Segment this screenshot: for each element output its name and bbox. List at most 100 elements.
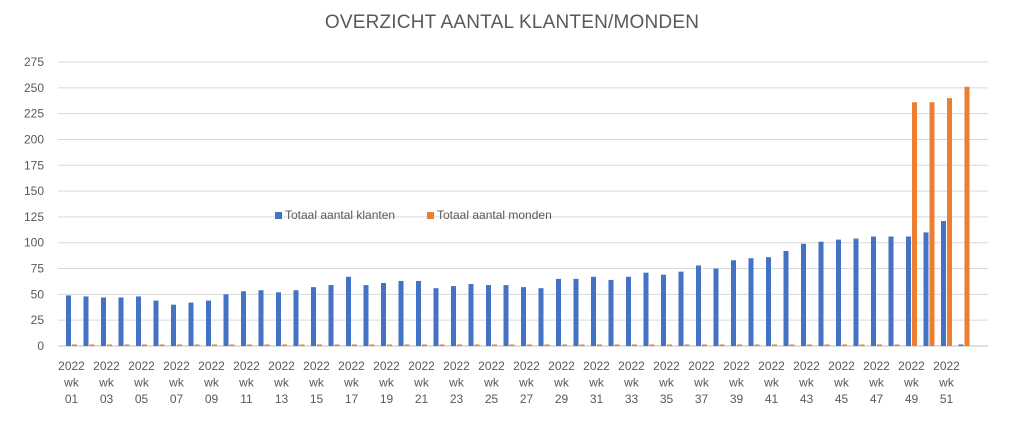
bar-klanten [958,344,964,346]
bar-klanten [241,291,246,346]
bar-klanten [293,290,299,346]
bar-klanten [731,260,736,346]
x-tick-label: 2022 wk 11 [233,359,260,406]
y-tick-label: 125 [24,210,44,224]
bar-klanten [118,297,124,346]
x-tick-label: 2022 wk 39 [723,359,750,406]
bar-klanten [643,272,649,346]
bar-monden [842,344,847,346]
bar-monden [964,86,970,346]
bar-monden [684,344,690,346]
x-axis-ticks: 2022 wk 01 2022 wk 03 2022 wk 05 2022 wk 07 2022 wk 09… [58,359,960,406]
bars [66,86,970,347]
bar-monden [299,344,305,346]
bar-klanten [521,287,526,346]
bar-monden [317,344,322,346]
x-tick-label: 2022 wk 13 [268,359,295,406]
bar-klanten [328,285,334,346]
bar-klanten [486,285,491,346]
bar-monden [264,344,270,346]
bar-monden [282,344,287,346]
bar-monden [194,344,200,346]
bar-monden [527,344,532,346]
bar-monden [89,344,95,346]
bar-klanten [188,302,194,346]
bar-monden [947,98,952,347]
bar-monden [107,344,112,346]
bar-monden [649,344,655,346]
bar-monden [457,344,462,346]
bar-klanten [608,279,614,346]
bar-klanten [923,232,929,346]
x-tick-label: 2022 wk 29 [548,359,575,406]
bar-monden [422,344,427,346]
x-tick-label: 2022 wk 31 [583,359,610,406]
x-tick-label: 2022 wk 35 [653,359,680,406]
x-tick-label: 2022 wk 09 [198,359,225,406]
bar-monden [247,344,252,346]
bar-monden [159,344,165,346]
bar-klanten [801,243,806,346]
bar-klanten [678,271,684,346]
bar-klanten [538,288,544,346]
y-tick-label: 200 [24,132,44,146]
bar-monden [702,344,707,346]
bar-klanten [748,258,754,346]
legend-label: Totaal aantal klanten [285,208,395,222]
bar-monden [667,344,672,346]
bar-klanten [101,297,106,346]
x-tick-label: 2022 wk 23 [443,359,470,406]
bar-monden [404,344,410,346]
bar-monden [492,344,497,346]
bar-klanten [591,276,596,346]
bar-klanten [381,283,386,346]
bar-monden [387,344,392,346]
bar-monden [562,344,567,346]
bar-klanten [346,276,351,346]
bar-klanten [223,294,229,346]
bar-klanten [171,304,176,346]
x-tick-label: 2022 wk 27 [513,359,540,406]
bar-monden [212,344,217,346]
bar-klanten [696,265,701,346]
bar-monden [859,344,865,346]
bar-klanten [661,274,666,346]
bar-monden [737,344,742,346]
x-tick-label: 2022 wk 15 [303,359,330,406]
bar-monden [824,344,830,346]
x-tick-label: 2022 wk 21 [408,359,435,406]
bar-klanten [906,236,911,346]
bar-klanten [713,268,719,346]
y-tick-label: 100 [24,236,44,250]
x-tick-label: 2022 wk 19 [373,359,400,406]
bar-monden [474,344,480,346]
y-tick-label: 175 [24,158,44,172]
chart-title: OVERZICHT AANTAL KLANTEN/MONDEN [324,12,700,33]
y-tick-label: 75 [31,262,45,276]
x-tick-label: 2022 wk 43 [793,359,820,406]
y-tick-label: 250 [24,81,44,95]
bar-monden [229,344,235,346]
bar-monden [177,344,182,346]
x-tick-label: 2022 wk 03 [93,359,120,406]
x-tick-label: 2022 wk 33 [618,359,645,406]
bar-monden [579,344,585,346]
bar-klanten [276,292,281,346]
bar-monden [334,344,340,346]
y-tick-label: 25 [31,313,45,327]
bar-monden [912,102,917,346]
x-tick-label: 2022 wk 41 [758,359,785,406]
bar-klanten [853,238,859,346]
bar-klanten [818,241,824,346]
legend-swatch [427,212,434,219]
bar-klanten [503,285,509,346]
bar-klanten [398,280,404,346]
y-axis-ticks: 0 25 50 75 100 125 150 175 200 225 250 275 [24,55,44,353]
y-tick-label: 50 [31,287,45,301]
bar-monden [807,344,812,346]
bar-monden [369,344,375,346]
bar-klanten [433,288,439,346]
x-tick-label: 2022 wk 47 [863,359,890,406]
x-tick-label: 2022 wk 51 [933,359,960,406]
